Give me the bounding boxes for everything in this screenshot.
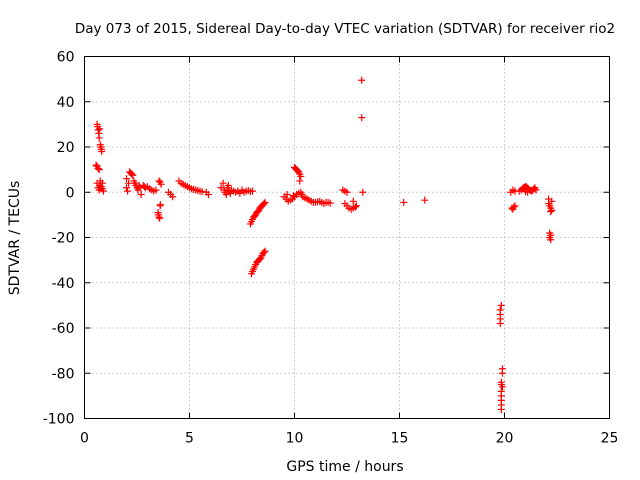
data-point [123, 184, 130, 192]
data-point [547, 207, 555, 215]
data-point [359, 188, 367, 196]
data-point [94, 126, 102, 134]
y-tick-label: -80 [52, 366, 75, 382]
data-point [95, 134, 103, 142]
data-point [157, 180, 165, 188]
data-point [289, 192, 297, 200]
data-point [156, 214, 164, 222]
data-points [92, 76, 556, 413]
data-point [99, 187, 107, 195]
data-point [498, 383, 506, 391]
data-point [96, 125, 104, 133]
data-point [260, 248, 268, 256]
data-point [497, 405, 505, 413]
data-point [400, 198, 408, 206]
data-point [124, 187, 132, 195]
data-point [95, 166, 103, 174]
data-point [94, 164, 102, 172]
data-point [157, 201, 165, 209]
data-point [326, 199, 334, 207]
data-point [219, 179, 227, 187]
x-tick-label: 5 [185, 431, 194, 447]
data-point [137, 191, 145, 199]
x-tick-label: 25 [601, 431, 619, 447]
data-point [249, 187, 256, 195]
data-point [498, 369, 506, 377]
y-tick-label: -20 [52, 231, 75, 247]
x-tick-label: 20 [496, 431, 514, 447]
y-tick-label: 60 [57, 50, 75, 66]
data-point [547, 236, 555, 244]
data-point [204, 191, 212, 199]
plot-frame [84, 56, 610, 419]
data-point [522, 188, 529, 196]
data-point [548, 197, 556, 205]
data-point [98, 179, 106, 187]
data-point [511, 202, 519, 210]
data-point [98, 148, 106, 156]
data-point [222, 191, 230, 199]
data-point [125, 179, 133, 187]
gridlines [84, 56, 610, 419]
data-point [155, 213, 163, 221]
x-tick-label: 0 [80, 431, 89, 447]
data-point [297, 172, 305, 180]
y-axis-label: SDTVAR / TECUs [7, 181, 23, 296]
data-point [261, 247, 269, 255]
data-point [351, 203, 359, 211]
data-point [352, 202, 360, 210]
data-point [421, 196, 429, 204]
y-tick-label: -40 [52, 276, 75, 292]
data-point [198, 188, 206, 196]
y-tick-label: 0 [66, 185, 75, 201]
data-point [224, 181, 232, 189]
data-point [532, 186, 540, 194]
data-point [123, 175, 130, 183]
y-tick-label: -60 [52, 321, 75, 337]
data-point [296, 177, 304, 185]
x-axis-label: GPS time / hours [286, 459, 403, 475]
y-tick-label: -100 [43, 412, 75, 428]
data-point [261, 198, 269, 206]
data-point [496, 319, 504, 327]
data-point [548, 206, 556, 214]
axis-ticks: -100 -80 -60 -40 -20 0 20 40 60 0 5 10 15 20 25 [43, 50, 619, 447]
data-point [358, 114, 366, 122]
data-point [128, 170, 136, 178]
y-tick-label: 20 [57, 140, 75, 156]
data-point [358, 76, 366, 84]
data-point [129, 171, 137, 179]
data-point [343, 188, 351, 196]
x-tick-label: 15 [391, 431, 409, 447]
data-point [510, 203, 518, 211]
y-tick-label: 40 [57, 95, 75, 111]
data-point [169, 193, 177, 201]
data-point [349, 197, 357, 205]
data-point [283, 191, 291, 199]
x-tick-label: 10 [286, 431, 304, 447]
data-point [152, 186, 160, 194]
chart-title: Day 073 of 2015, Sidereal Day-to-day VTE… [75, 21, 615, 37]
data-point [260, 200, 268, 208]
data-point [497, 301, 505, 309]
